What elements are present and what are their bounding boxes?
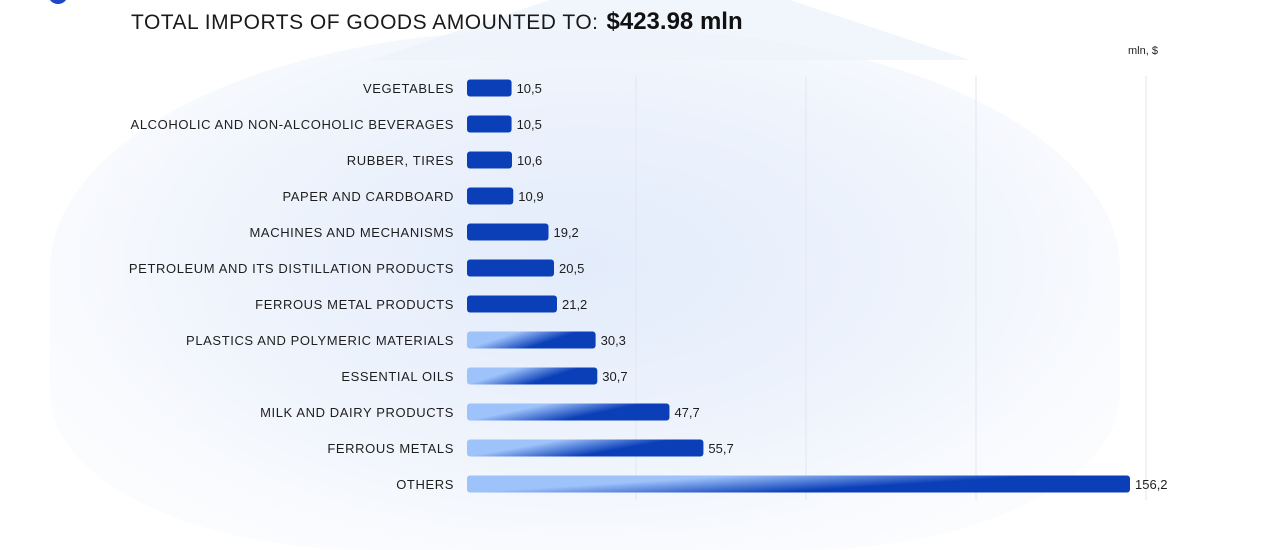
- chart-header: TOTAL IMPORTS OF GOODS AMOUNTED TO: $423…: [131, 8, 743, 36]
- data-label: 19,2: [553, 225, 578, 240]
- unit-label: mln, $: [1128, 45, 1158, 57]
- bar: [467, 439, 704, 457]
- data-label: 55,7: [708, 441, 733, 456]
- category-label: RUBBER, TIRES: [347, 153, 454, 168]
- category-label: ESSENTIAL OILS: [341, 369, 454, 384]
- category-label: FERROUS METAL PRODUCTS: [255, 297, 454, 312]
- data-label: 156,2: [1135, 477, 1168, 492]
- bar: [467, 295, 557, 313]
- header-total-value: $423.98 mln: [606, 8, 743, 35]
- category-label: ALCOHOLIC AND NON-ALCOHOLIC BEVERAGES: [131, 117, 454, 132]
- category-label: MILK AND DAIRY PRODUCTS: [260, 405, 454, 420]
- header-label: TOTAL IMPORTS OF GOODS AMOUNTED TO:: [131, 11, 599, 34]
- background-glow: [50, 30, 1120, 550]
- data-label: 10,5: [517, 117, 542, 132]
- data-label: 20,5: [559, 261, 584, 276]
- category-label: MACHINES AND MECHANISMS: [250, 225, 455, 240]
- bar: [467, 331, 596, 349]
- data-label: 47,7: [674, 405, 699, 420]
- bar: [467, 187, 514, 205]
- bar: [467, 223, 549, 241]
- bars: VEGETABLES 10,5 ALCOHOLIC AND NON-ALCOHOLI…: [129, 79, 1168, 493]
- bar: [467, 151, 512, 169]
- category-label: FERROUS METALS: [327, 441, 454, 456]
- grid-lines: [635, 76, 1147, 500]
- data-label: 21,2: [562, 297, 587, 312]
- logo-icon: [48, 0, 68, 4]
- bar: [467, 475, 1130, 493]
- category-label: VEGETABLES: [363, 81, 454, 96]
- data-label: 30,7: [602, 369, 627, 384]
- bar-chart: VEGETABLES 10,5 ALCOHOLIC AND NON-ALCOHOLI…: [129, 76, 1168, 500]
- data-label: 30,3: [601, 333, 626, 348]
- category-label: PETROLEUM AND ITS DISTILLATION PRODUCTS: [129, 261, 454, 276]
- bar: [467, 115, 512, 133]
- data-label: 10,9: [518, 189, 543, 204]
- category-label: PLASTICS AND POLYMERIC MATERIALS: [186, 333, 454, 348]
- category-label: PAPER AND CARDBOARD: [282, 189, 454, 204]
- bar: [467, 403, 670, 421]
- bar: [467, 367, 598, 385]
- background-shape: [370, 0, 970, 60]
- data-label: 10,5: [517, 81, 542, 96]
- data-label: 10,6: [517, 153, 542, 168]
- bar: [467, 259, 555, 277]
- bar: [467, 79, 512, 97]
- category-label: OTHERS: [396, 477, 454, 492]
